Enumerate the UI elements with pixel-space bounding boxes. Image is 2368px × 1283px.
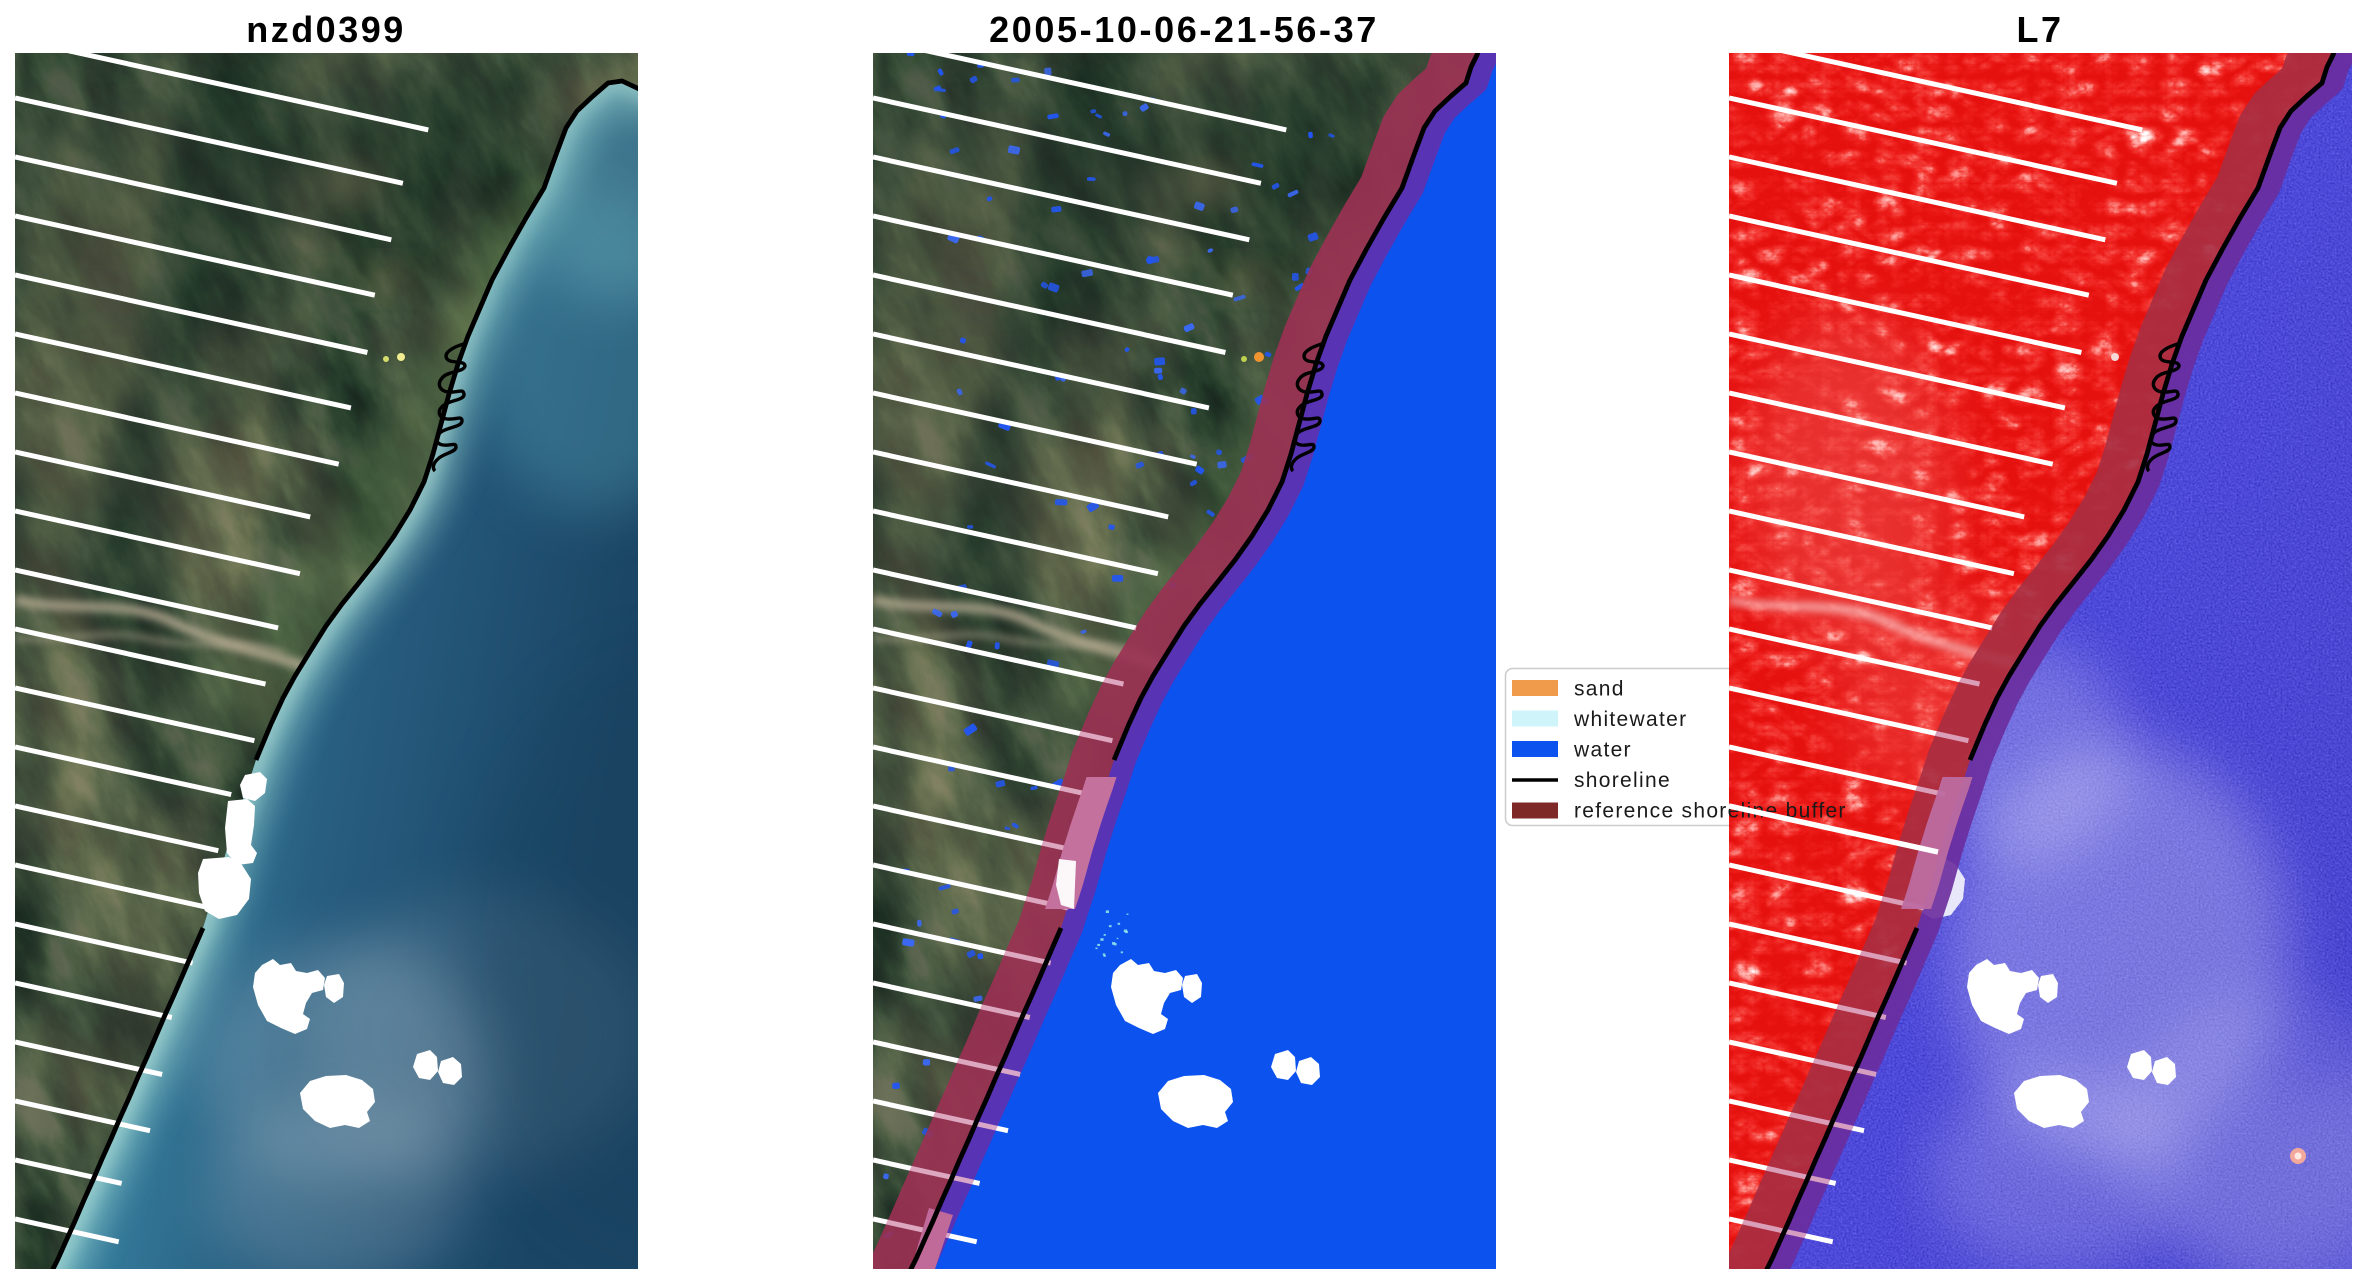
svg-text:nzd0399: nzd0399 bbox=[246, 9, 406, 50]
svg-text:water: water bbox=[1573, 739, 1632, 762]
svg-text:sand: sand bbox=[1574, 678, 1625, 701]
svg-text:reference shoreline buffer: reference shoreline buffer bbox=[1574, 800, 1847, 823]
svg-text:L7: L7 bbox=[2016, 9, 2063, 50]
svg-text:shoreline: shoreline bbox=[1574, 769, 1671, 792]
svg-text:2005-10-06-21-56-37: 2005-10-06-21-56-37 bbox=[989, 9, 1379, 50]
svg-text:whitewater: whitewater bbox=[1573, 708, 1687, 731]
